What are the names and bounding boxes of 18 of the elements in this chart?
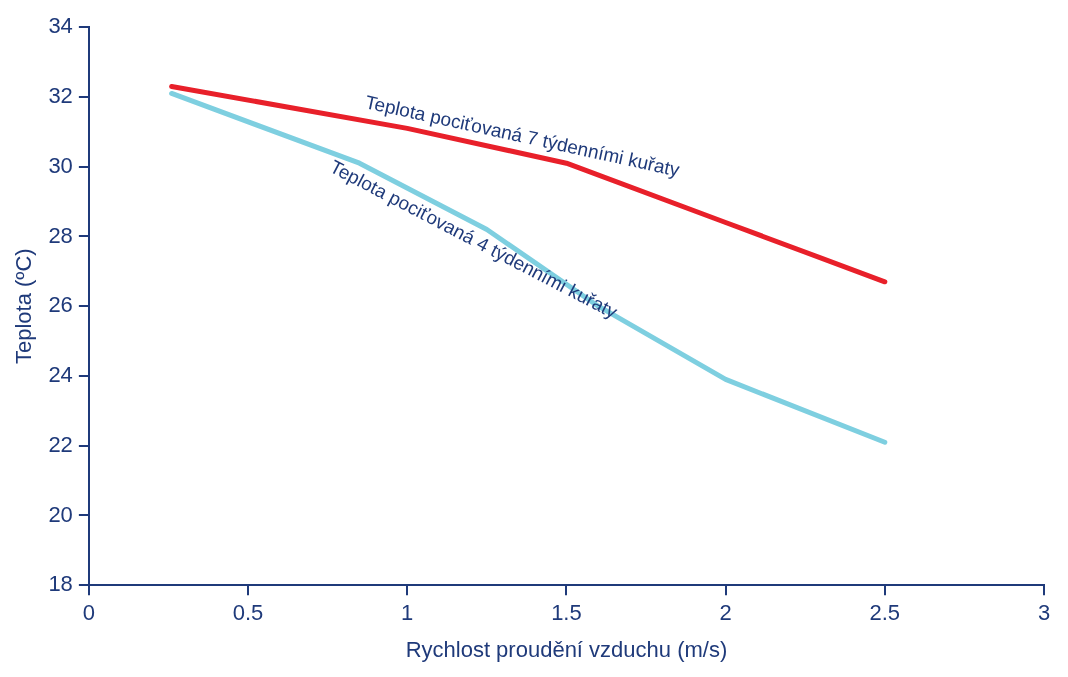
y-tick-label: 18 bbox=[48, 571, 73, 597]
y-tick-label: 34 bbox=[48, 13, 73, 39]
x-tick-label: 0.5 bbox=[232, 600, 264, 626]
y-tick-label: 20 bbox=[48, 501, 73, 527]
y-tick-label: 28 bbox=[48, 222, 73, 248]
x-tick-label: 1.5 bbox=[551, 600, 582, 626]
x-axis-title: Rychlost proudění vzduchu (m/s) bbox=[405, 636, 728, 662]
y-tick-label: 22 bbox=[48, 431, 73, 457]
y-tick-label: 24 bbox=[48, 362, 73, 388]
x-tick-label: 1 bbox=[401, 600, 414, 626]
x-tick-label: 3 bbox=[1037, 600, 1051, 626]
y-tick-label: 32 bbox=[48, 83, 73, 109]
y-axis-title: Teplota (ºC) bbox=[11, 248, 37, 365]
y-tick-label: 26 bbox=[48, 292, 73, 318]
x-tick-label: 2.5 bbox=[869, 600, 901, 626]
y-tick-label: 30 bbox=[48, 152, 73, 178]
x-tick-label: 0 bbox=[82, 600, 95, 626]
x-tick-label: 2 bbox=[719, 600, 732, 626]
